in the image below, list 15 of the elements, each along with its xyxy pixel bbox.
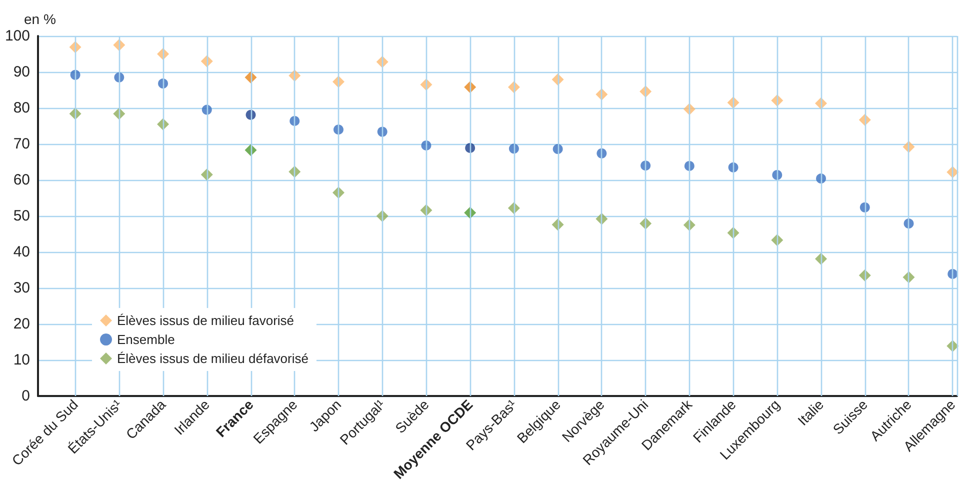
y-tick-label: 60	[13, 172, 30, 188]
y-tick-label: 0	[22, 388, 30, 404]
legend-label: Élèves issus de milieu favorisé	[117, 313, 294, 328]
y-tick-label: 30	[13, 280, 30, 296]
y-tick-label: 70	[13, 136, 30, 152]
y-axis-title: en %	[24, 11, 56, 27]
legend-label: Élèves issus de milieu défavorisé	[117, 351, 308, 366]
y-tick-label: 100	[4, 28, 30, 44]
y-tick-label: 80	[13, 100, 30, 116]
y-tick-label: 20	[13, 316, 30, 332]
y-tick-label: 10	[13, 352, 30, 368]
y-tick-label: 90	[13, 64, 30, 80]
y-tick-label: 50	[13, 208, 30, 224]
legend-label: Ensemble	[117, 332, 175, 347]
y-tick-label: 40	[13, 244, 30, 260]
